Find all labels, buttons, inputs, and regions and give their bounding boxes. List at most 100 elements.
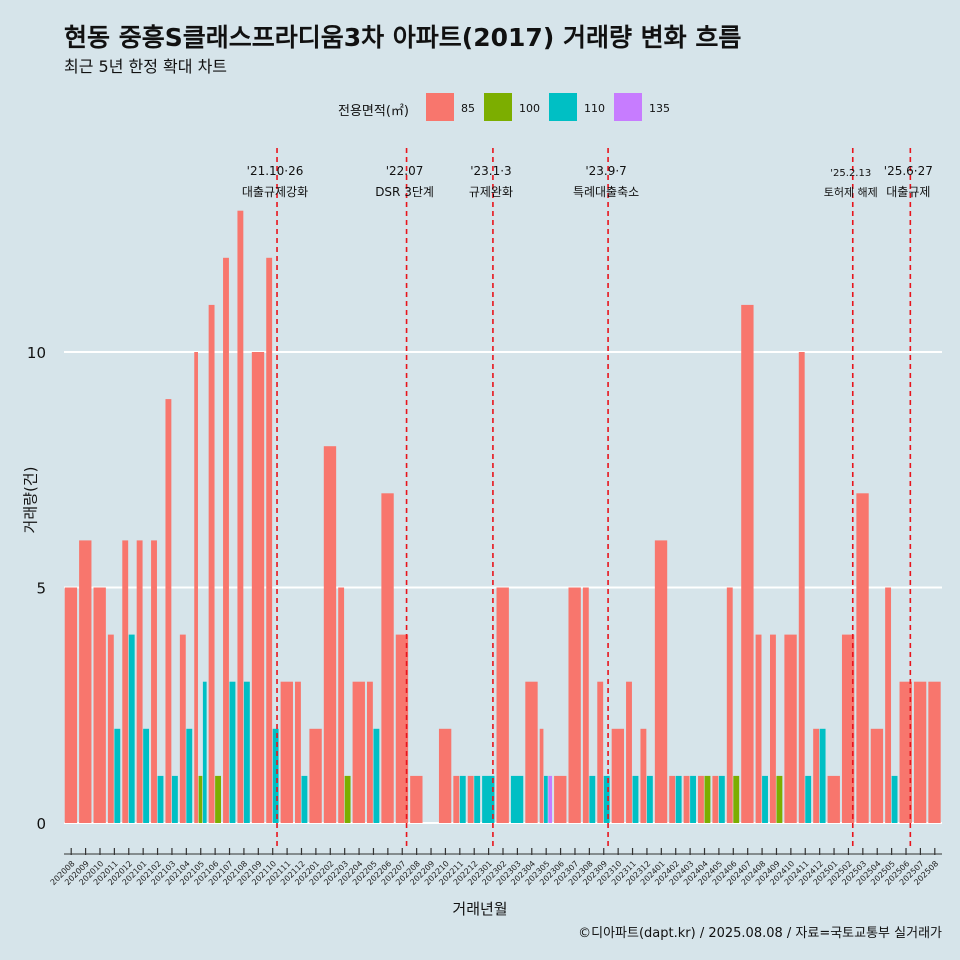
bar-202305-110	[544, 775, 548, 823]
event-date-0: '21.10·26	[247, 164, 304, 178]
bar-202106-85	[208, 304, 215, 823]
y-tick-label-0: 0	[36, 815, 46, 833]
bar-202008-85	[64, 587, 78, 823]
bar-202208-85	[410, 775, 423, 823]
bar-202301-110	[482, 775, 495, 823]
bar-202505-85	[885, 587, 892, 823]
bar-202211-85	[453, 775, 460, 823]
bar-202103-85	[165, 399, 172, 823]
bar-202105-85	[194, 352, 198, 823]
bar-202212-110	[474, 775, 481, 823]
bar-202312-85	[640, 728, 647, 823]
bar-202102-110	[157, 775, 164, 823]
event-date-2: '23.1·3	[470, 164, 511, 178]
bar-202102-85	[151, 540, 157, 823]
bar-202310-85	[611, 728, 625, 823]
bar-202502-85	[841, 634, 855, 823]
bar-202105-110	[202, 681, 207, 823]
bar-202212-85	[467, 775, 474, 823]
bar-202106-100	[215, 775, 222, 823]
bar-202404-100	[704, 775, 711, 823]
event-label-5: 대출규제	[886, 185, 930, 199]
bar-202104-110	[186, 728, 193, 823]
bar-202307-85	[568, 587, 581, 823]
bar-202411-85	[798, 352, 805, 823]
bar-202304-85	[525, 681, 538, 823]
bar-202205-110	[373, 728, 380, 823]
event-date-4: '25.2.13	[830, 168, 871, 179]
legend-title: 전용면적(㎡)	[338, 104, 409, 119]
bar-202505-110	[891, 775, 898, 823]
bar-202405-85	[712, 775, 719, 823]
bar-202101-110	[143, 728, 150, 823]
event-label-3: 특례대출축소	[573, 185, 639, 199]
bar-202504-85	[870, 728, 884, 823]
bar-202503-85	[856, 493, 869, 823]
bar-202402-85	[669, 775, 676, 823]
bar-202112-110	[301, 775, 308, 823]
event-date-3: '23.9·7	[585, 164, 626, 178]
bar-202508-85	[928, 681, 941, 823]
bar-202011-85	[107, 634, 114, 823]
bar-202211-110	[459, 775, 466, 823]
bar-202412-85	[813, 728, 820, 823]
bar-202410-85	[784, 634, 797, 823]
bar-202204-85	[352, 681, 365, 823]
bar-202203-85	[338, 587, 345, 823]
bar-202012-85	[122, 540, 129, 823]
bar-202107-85	[223, 257, 229, 823]
bar-202202-85	[323, 446, 337, 823]
bar-202303-110	[510, 775, 524, 823]
bar-202308-85	[582, 587, 589, 823]
bar-202507-85	[913, 681, 927, 823]
event-label-0: 대출규제강화	[242, 185, 308, 199]
bar-202104-85	[179, 634, 186, 823]
x-axis-label: 거래년월	[452, 900, 508, 918]
bar-202403-110	[690, 775, 696, 823]
bar-202201-85	[309, 728, 322, 823]
legend-label-100: 100	[519, 102, 540, 115]
bar-202105-100	[198, 775, 203, 823]
chart-title: 현동 중흥S클래스프라디움3차 아파트(2017) 거래량 변화 흐름	[64, 23, 742, 52]
bar-202406-100	[733, 775, 740, 823]
legend-label-135: 135	[649, 102, 670, 115]
bar-202405-110	[718, 775, 725, 823]
event-label-1: DSR 3단계	[375, 185, 434, 199]
bar-202011-110	[114, 728, 121, 823]
event-date-5: '25.6·27	[884, 164, 933, 178]
bar-202412-110	[819, 728, 826, 823]
event-label-4: 토허제 해제	[824, 185, 878, 199]
bar-202306-85	[554, 775, 567, 823]
bar-202109-85	[251, 352, 265, 823]
legend-key-110	[549, 93, 577, 121]
event-label-2: 규제완화	[469, 185, 513, 199]
bar-202010-85	[93, 587, 106, 823]
bar-202108-110	[243, 681, 250, 823]
bar-202309-110	[603, 775, 610, 823]
bar-202408-110	[762, 775, 768, 823]
bar-202203-100	[344, 775, 351, 823]
bar-202403-85	[683, 775, 690, 823]
bar-202207-85	[395, 634, 409, 823]
bar-202112-85	[295, 681, 301, 823]
bar-202501-85	[827, 775, 840, 823]
bar-202311-110	[632, 775, 639, 823]
bar-202401-85	[654, 540, 668, 823]
chart-subtitle: 최근 5년 한정 확대 차트	[64, 57, 228, 76]
event-date-1: '22.07	[386, 164, 424, 178]
bar-202506-85	[899, 681, 912, 823]
bar-202110-110	[272, 728, 279, 823]
y-tick-label-10: 10	[27, 344, 46, 362]
y-tick-label-5: 5	[36, 580, 46, 598]
bar-202210-85	[438, 728, 452, 823]
bar-202305-85	[539, 728, 544, 823]
bar-202101-85	[136, 540, 143, 823]
bar-202411-110	[805, 775, 812, 823]
legend-key-85	[426, 93, 454, 121]
bar-202404-85	[698, 775, 704, 823]
bar-202009-85	[79, 540, 92, 823]
bar-202107-110	[229, 681, 236, 823]
bar-202108-85	[237, 210, 244, 823]
bar-202409-100	[776, 775, 783, 823]
